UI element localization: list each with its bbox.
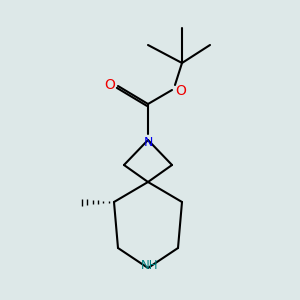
Text: NH: NH (141, 259, 159, 272)
Text: O: O (176, 84, 186, 98)
Text: O: O (105, 78, 116, 92)
Text: N: N (143, 136, 153, 149)
